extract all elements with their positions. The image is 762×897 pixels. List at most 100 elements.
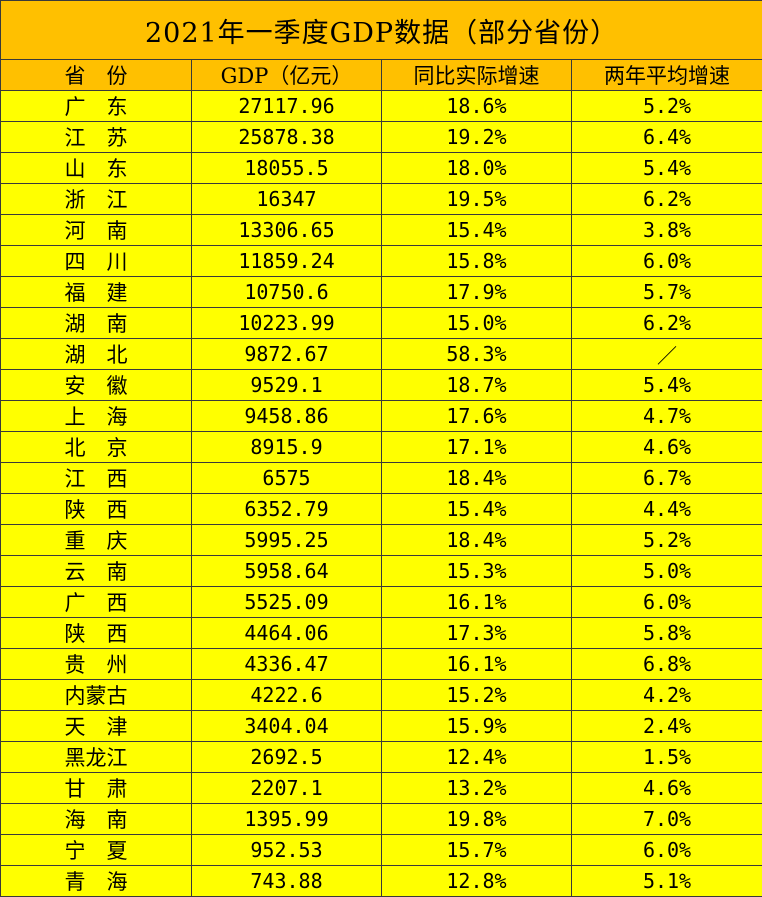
gdp-cell: 2207.1 [192,773,382,804]
province-cell: 云 南 [1,556,192,587]
yoy-growth-cell: 16.1% [382,649,572,680]
gdp-cell: 1395.99 [192,804,382,835]
two-year-avg-growth-cell: 6.0% [572,587,762,618]
yoy-growth-cell: 17.1% [382,432,572,463]
yoy-growth-cell: 15.3% [382,556,572,587]
province-cell: 安 徽 [1,370,192,401]
gdp-cell: 743.88 [192,866,382,897]
header-two-year-avg-growth: 两年平均增速 [572,60,762,91]
two-year-avg-growth-cell: 5.8% [572,618,762,649]
province-cell: 山 东 [1,153,192,184]
yoy-growth-cell: 15.7% [382,835,572,866]
province-cell: 广 东 [1,91,192,122]
two-year-avg-growth-cell: 4.6% [572,432,762,463]
province-cell: 福 建 [1,277,192,308]
province-cell: 广 西 [1,587,192,618]
province-cell: 上 海 [1,401,192,432]
yoy-growth-cell: 15.9% [382,711,572,742]
province-cell: 青 海 [1,866,192,897]
header-row: 省 份 GDP（亿元） 同比实际增速 两年平均增速 [1,60,762,91]
gdp-cell: 8915.9 [192,432,382,463]
gdp-cell: 4222.6 [192,680,382,711]
yoy-growth-cell: 16.1% [382,587,572,618]
province-cell: 甘 肃 [1,773,192,804]
two-year-avg-growth-cell: 6.0% [572,246,762,277]
gdp-cell: 2692.5 [192,742,382,773]
yoy-growth-cell: 12.4% [382,742,572,773]
gdp-cell: 5958.64 [192,556,382,587]
header-province: 省 份 [1,60,192,91]
province-cell: 浙 江 [1,184,192,215]
yoy-growth-cell: 15.8% [382,246,572,277]
gdp-cell: 11859.24 [192,246,382,277]
province-cell: 河 南 [1,215,192,246]
table-title: 2021年一季度GDP数据（部分省份） [1,1,762,60]
two-year-avg-growth-cell: ／ [572,339,762,370]
gdp-cell: 5995.25 [192,525,382,556]
province-cell: 黑龙江 [1,742,192,773]
province-cell: 湖 南 [1,308,192,339]
yoy-growth-cell: 15.4% [382,494,572,525]
yoy-growth-cell: 18.0% [382,153,572,184]
province-cell: 陕 西 [1,494,192,525]
two-year-avg-growth-cell: 7.0% [572,804,762,835]
yoy-growth-cell: 19.5% [382,184,572,215]
yoy-growth-cell: 19.2% [382,122,572,153]
gdp-cell: 3404.04 [192,711,382,742]
gdp-cell: 18055.5 [192,153,382,184]
two-year-avg-growth-cell: 6.0% [572,835,762,866]
two-year-avg-growth-cell: 4.7% [572,401,762,432]
two-year-avg-growth-cell: 4.2% [572,680,762,711]
gdp-cell: 4336.47 [192,649,382,680]
two-year-avg-growth-cell: 6.2% [572,308,762,339]
province-cell: 湖 北 [1,339,192,370]
yoy-growth-cell: 19.8% [382,804,572,835]
province-cell: 贵 州 [1,649,192,680]
two-year-avg-growth-cell: 5.7% [572,277,762,308]
two-year-avg-growth-cell: 6.7% [572,463,762,494]
yoy-growth-cell: 18.4% [382,463,572,494]
province-cell: 海 南 [1,804,192,835]
header-yoy-growth: 同比实际增速 [382,60,572,91]
two-year-avg-growth-cell: 5.4% [572,370,762,401]
two-year-avg-growth-cell: 4.6% [572,773,762,804]
two-year-avg-growth-cell: 5.1% [572,866,762,897]
yoy-growth-cell: 15.4% [382,215,572,246]
gdp-cell: 4464.06 [192,618,382,649]
gdp-cell: 25878.38 [192,122,382,153]
province-cell: 北 京 [1,432,192,463]
two-year-avg-growth-cell: 6.2% [572,184,762,215]
yoy-growth-cell: 15.2% [382,680,572,711]
two-year-avg-growth-cell: 3.8% [572,215,762,246]
gdp-cell: 952.53 [192,835,382,866]
two-year-avg-growth-cell: 5.0% [572,556,762,587]
gdp-cell: 6352.79 [192,494,382,525]
two-year-avg-growth-cell: 6.8% [572,649,762,680]
two-year-avg-growth-cell: 4.4% [572,494,762,525]
gdp-cell: 9529.1 [192,370,382,401]
gdp-table-sheet: 2021年一季度GDP数据（部分省份） 省 份 GDP（亿元） 同比实际增速 两… [0,0,762,870]
gdp-cell: 10750.6 [192,277,382,308]
gdp-cell: 5525.09 [192,587,382,618]
province-cell: 宁 夏 [1,835,192,866]
yoy-growth-cell: 15.0% [382,308,572,339]
province-cell: 江 苏 [1,122,192,153]
